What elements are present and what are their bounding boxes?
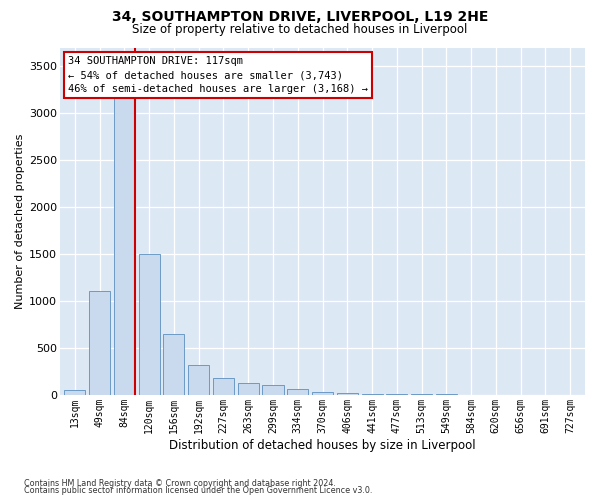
- Bar: [64, 390, 85, 394]
- Bar: [163, 334, 184, 394]
- Bar: [139, 254, 160, 394]
- Bar: [312, 392, 333, 394]
- Text: Size of property relative to detached houses in Liverpool: Size of property relative to detached ho…: [133, 22, 467, 36]
- Bar: [89, 292, 110, 395]
- Bar: [188, 364, 209, 394]
- Text: Contains public sector information licensed under the Open Government Licence v3: Contains public sector information licen…: [24, 486, 373, 495]
- Y-axis label: Number of detached properties: Number of detached properties: [15, 134, 25, 308]
- Text: Contains HM Land Registry data © Crown copyright and database right 2024.: Contains HM Land Registry data © Crown c…: [24, 478, 336, 488]
- Bar: [262, 385, 284, 394]
- Bar: [287, 390, 308, 394]
- X-axis label: Distribution of detached houses by size in Liverpool: Distribution of detached houses by size …: [169, 440, 476, 452]
- Bar: [213, 378, 234, 394]
- Text: 34, SOUTHAMPTON DRIVE, LIVERPOOL, L19 2HE: 34, SOUTHAMPTON DRIVE, LIVERPOOL, L19 2H…: [112, 10, 488, 24]
- Text: 34 SOUTHAMPTON DRIVE: 117sqm
← 54% of detached houses are smaller (3,743)
46% of: 34 SOUTHAMPTON DRIVE: 117sqm ← 54% of de…: [68, 56, 368, 94]
- Bar: [238, 384, 259, 394]
- Bar: [114, 71, 135, 394]
